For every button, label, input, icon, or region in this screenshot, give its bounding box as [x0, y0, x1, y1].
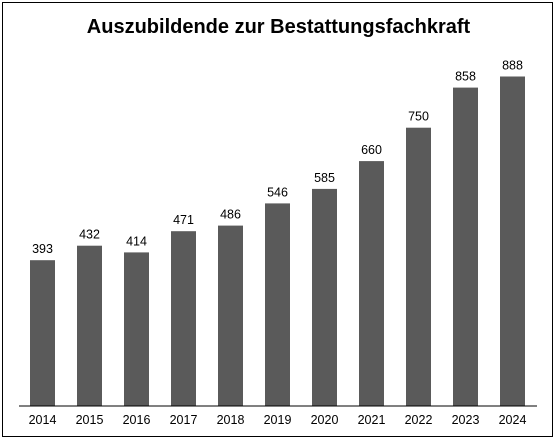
bar-2020	[312, 188, 337, 406]
x-tick-label-2019: 2019	[264, 413, 292, 427]
data-label-2020: 585	[314, 171, 335, 185]
x-tick-label-2015: 2015	[76, 413, 104, 427]
bar-2016	[124, 252, 149, 406]
data-label-2022: 750	[408, 110, 429, 124]
data-label-2024: 888	[502, 59, 523, 73]
bar-2019	[265, 203, 290, 406]
x-tick-label-2022: 2022	[405, 413, 433, 427]
bar-2024	[500, 76, 525, 406]
data-label-2015: 432	[79, 228, 100, 242]
x-tick-label-2024: 2024	[499, 413, 527, 427]
data-label-2023: 858	[455, 70, 476, 84]
data-label-2014: 393	[32, 242, 53, 256]
x-tick-label-2017: 2017	[170, 413, 198, 427]
chart-title: Auszubildende zur Bestattungsfachkraft	[86, 16, 471, 38]
bar-2018	[218, 225, 243, 406]
bar-2023	[453, 87, 478, 406]
data-label-2021: 660	[361, 143, 382, 157]
bar-2017	[171, 231, 196, 406]
bars-group: 393 432 414 471 486 546 585 660 750 858 888	[30, 59, 525, 406]
bar-2015	[77, 245, 102, 406]
bar-2014	[30, 260, 55, 406]
x-tick-label-2016: 2016	[123, 413, 151, 427]
x-tick-labels: 2014 2015 2016 2017 2018 2019 2020 2021 2022 2023…	[29, 413, 527, 427]
data-label-2018: 486	[220, 208, 241, 222]
data-label-2017: 471	[173, 213, 194, 227]
bar-2022	[406, 127, 431, 406]
x-tick-label-2014: 2014	[29, 413, 57, 427]
x-tick-label-2021: 2021	[358, 413, 386, 427]
data-label-2016: 414	[126, 234, 147, 248]
x-tick-label-2023: 2023	[452, 413, 480, 427]
data-label-2019: 546	[267, 185, 288, 199]
x-tick-label-2020: 2020	[311, 413, 339, 427]
x-tick-label-2018: 2018	[217, 413, 245, 427]
bar-2021	[359, 161, 384, 406]
